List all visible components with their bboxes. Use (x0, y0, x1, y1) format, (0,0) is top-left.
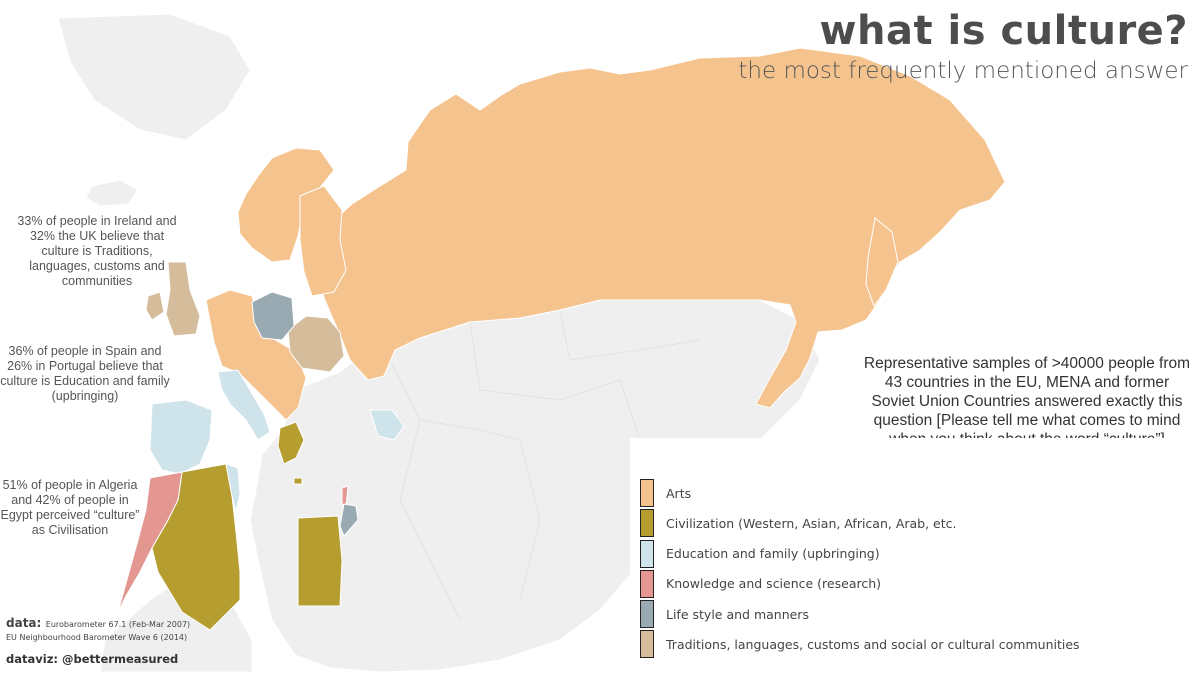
legend-swatch-civilization (640, 509, 654, 538)
region-uk (165, 261, 201, 337)
legend-label-lifestyle: Life style and manners (666, 606, 809, 622)
legend-label-traditions: Traditions, languages, customs and socia… (666, 636, 1080, 652)
page-title: what is culture? (819, 8, 1188, 54)
legend-label-civilization: Civilization (Western, Asian, African, A… (666, 515, 957, 531)
legend-item-arts: Arts (640, 478, 1080, 508)
legend-label-arts: Arts (666, 485, 692, 501)
legend-swatch-traditions (640, 630, 654, 659)
legend-label-knowledge: Knowledge and science (research) (666, 576, 882, 592)
legend-item-traditions: Traditions, languages, customs and socia… (640, 629, 1080, 659)
page-subtitle: the most frequently mentioned answer (738, 58, 1188, 84)
data-source-line2: EU Neighbourhood Barometer Wave 6 (2014) (6, 633, 188, 642)
note-spain-portugal: 36% of people in Spain and 26% in Portug… (0, 344, 170, 403)
legend-item-knowledge: Knowledge and science (research) (640, 569, 1080, 599)
dataviz-credit: dataviz: @bettermeasured (6, 652, 179, 666)
legend-item-civilization: Civilization (Western, Asian, African, A… (640, 508, 1080, 538)
region-italy (217, 369, 271, 441)
note-ireland-uk: 33% of people in Ireland and 32% the UK … (17, 214, 177, 288)
data-source-line1: Eurobarometer 67.1 (Feb-Mar 2007) (45, 620, 191, 629)
region-jordan (339, 503, 359, 537)
region-ukraine (287, 315, 345, 373)
region-egypt (297, 515, 343, 607)
legend: Arts Civilization (Western, Asian, Afric… (640, 478, 1080, 660)
greenland (57, 13, 251, 141)
legend-item-education: Education and family (upbringing) (640, 539, 1080, 569)
legend-label-education: Education and family (upbringing) (666, 546, 880, 562)
region-tunisia (225, 463, 241, 513)
legend-panel (630, 438, 1200, 675)
region-sakhalin-kamchatka (865, 217, 899, 308)
region-cyprus (293, 477, 303, 485)
region-poland (251, 291, 295, 341)
data-source: data: Eurobarometer 67.1 (Feb-Mar 2007) … (6, 614, 190, 642)
region-morocco (117, 471, 183, 613)
region-finland-baltics (299, 185, 347, 297)
legend-item-lifestyle: Life style and manners (640, 599, 1080, 629)
region-greece (277, 421, 305, 465)
description: Representative samples of >40000 people … (863, 355, 1191, 448)
legend-swatch-knowledge (640, 569, 654, 598)
legend-swatch-lifestyle (640, 600, 654, 629)
region-iberia (149, 399, 213, 475)
region-scandinavia (237, 147, 335, 263)
legend-swatch-arts (640, 479, 654, 507)
iceland (85, 179, 139, 207)
legend-swatch-education (640, 539, 654, 568)
data-source-label: data: (6, 616, 42, 630)
region-ireland (145, 291, 165, 321)
region-georgia (369, 409, 405, 441)
note-algeria-egypt: 51% of people in Algeria and 42% of peop… (0, 478, 140, 537)
